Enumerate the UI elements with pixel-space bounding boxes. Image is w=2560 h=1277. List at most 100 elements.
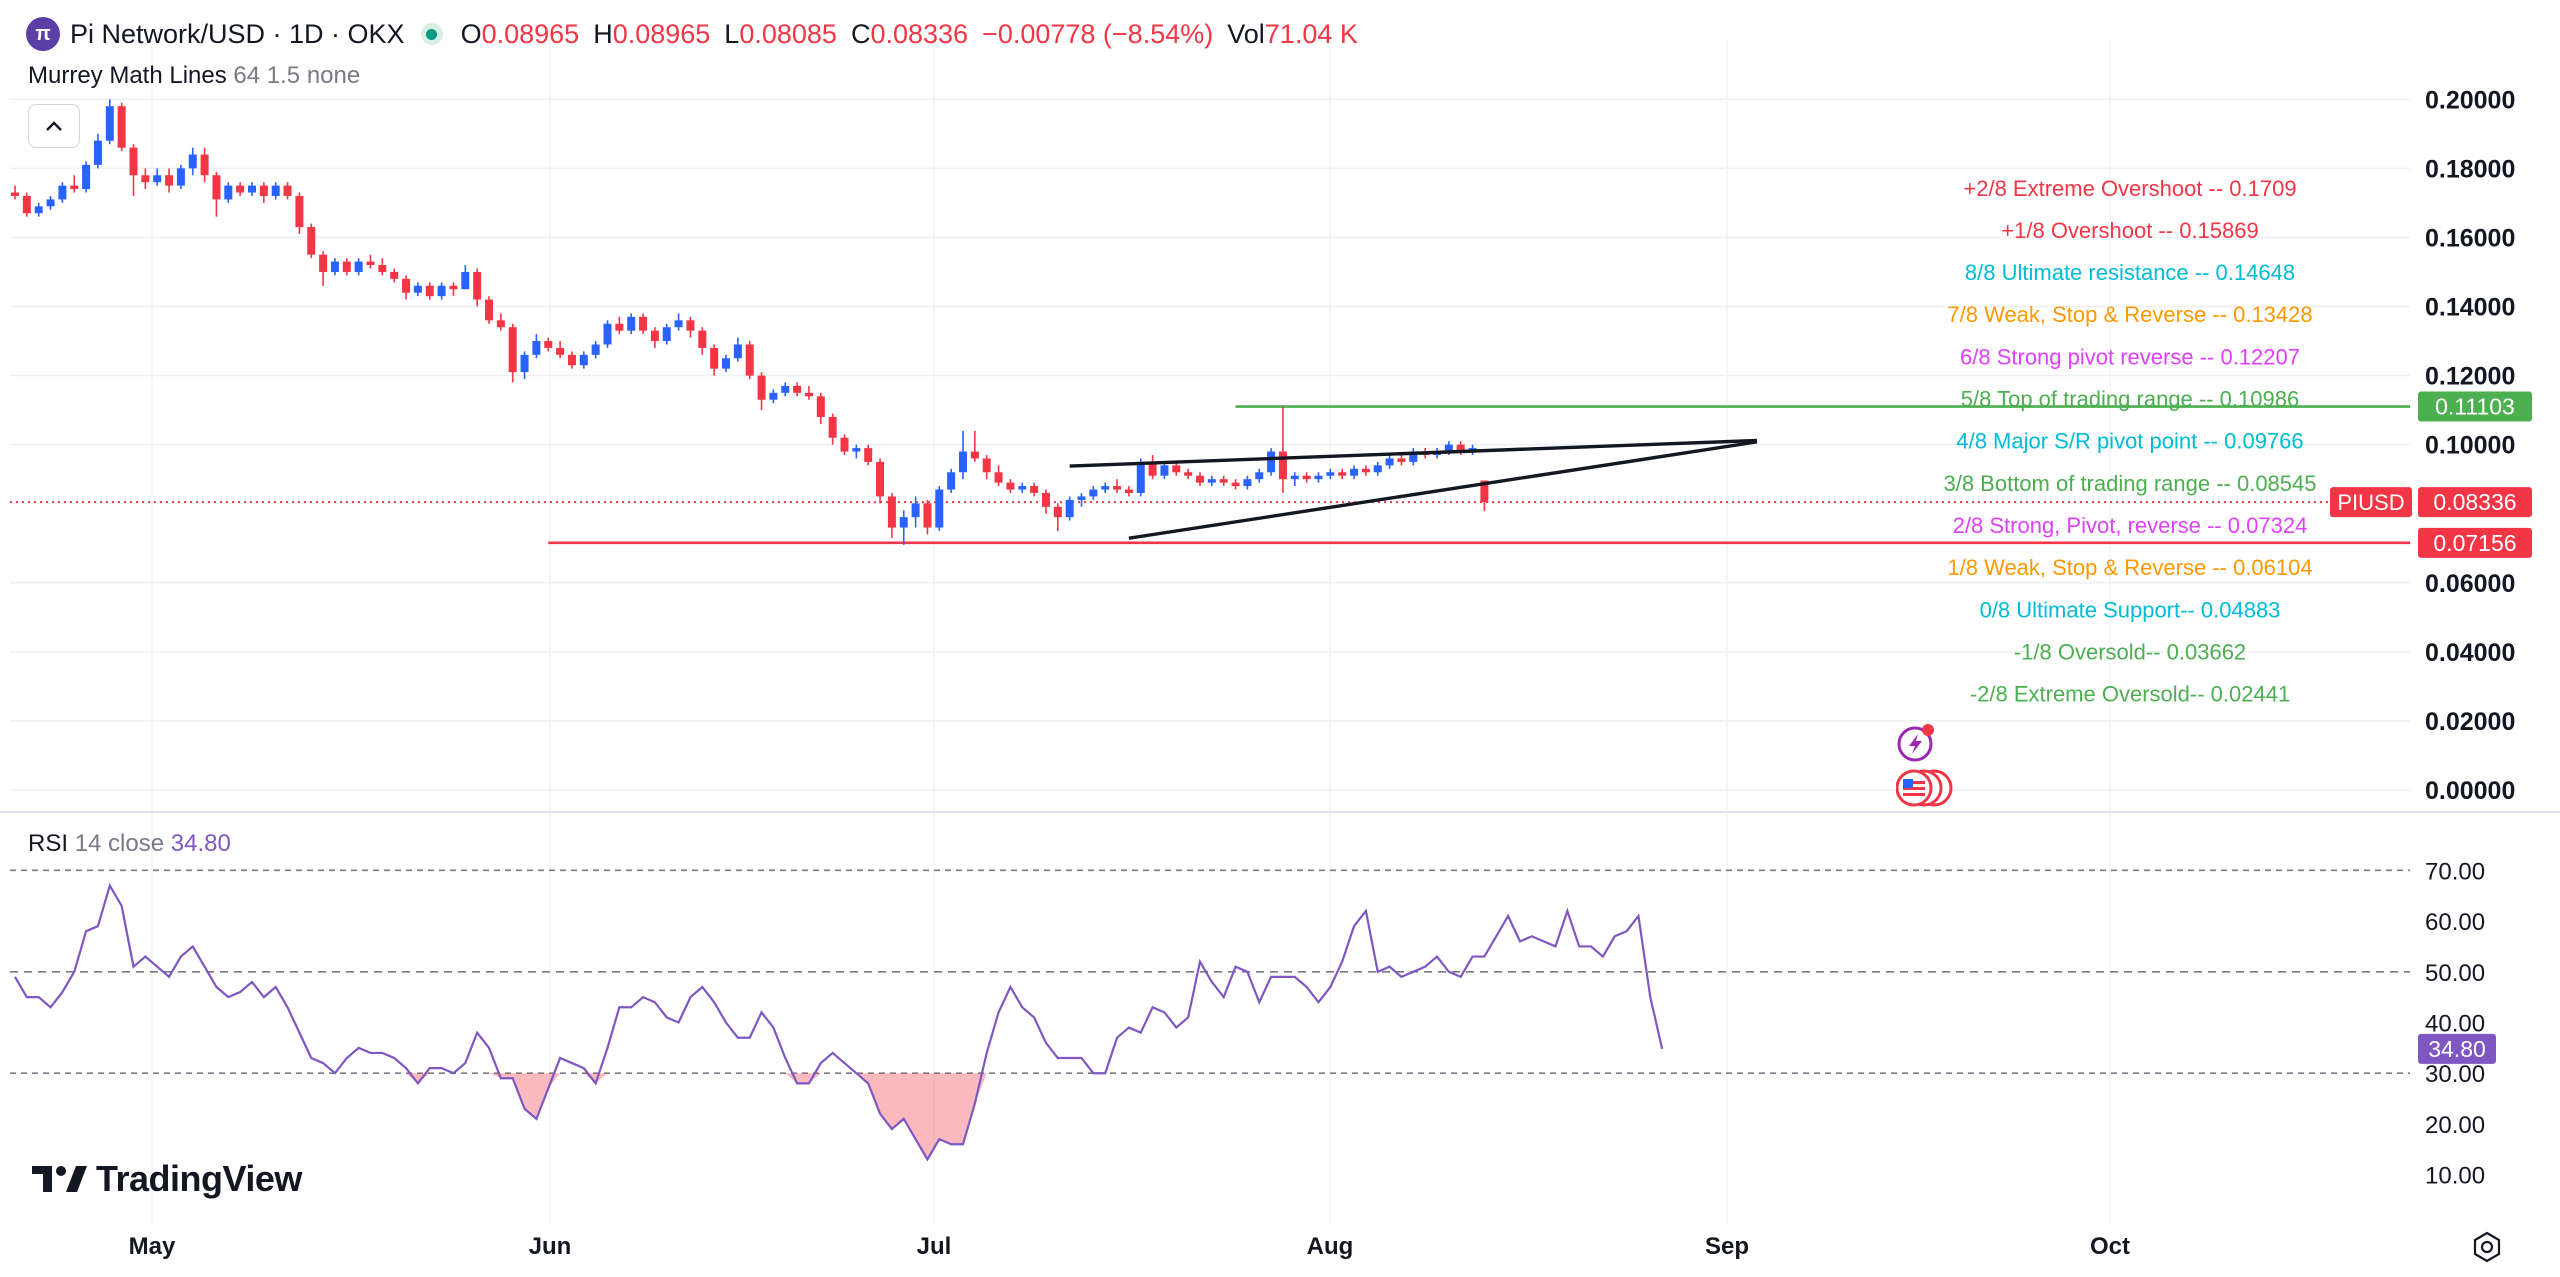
candle-body [935,489,944,528]
candle-body [1243,479,1252,487]
grid [0,40,2560,1225]
candle-body [887,496,896,528]
murrey-level-label: 0/8 Ultimate Support-- 0.04883 [1980,597,2281,622]
candle-body [1444,444,1453,452]
trendline [1069,438,1758,468]
candle-body [899,517,908,528]
candle-body [1231,482,1240,487]
rsi-name: RSI [28,830,69,857]
market-status-icon[interactable] [420,23,443,45]
price-lines [10,405,2410,545]
murrey-level-label: 8/8 Ultimate resistance -- 0.14648 [1965,260,2295,285]
murrey-level-label: 7/8 Weak, Stop & Reverse -- 0.13428 [1947,302,2312,327]
price-badge-value: 0.08336 [2433,489,2516,515]
candle-body [354,261,363,272]
candle-body [1290,475,1299,480]
tradingview-brand: TradingView [96,1158,302,1199]
candle-body [188,154,197,169]
candle-body [757,375,766,400]
indicator-legend[interactable]: Murrey Math Lines 64 1.5 none [28,62,360,90]
candle-body [319,254,328,272]
candle-body [816,396,825,418]
time-axis-label: Aug [1307,1233,1354,1260]
candle-body [342,261,351,272]
rsi-axis-label: 20.00 [2425,1112,2485,1139]
candle-body [840,437,849,452]
candle-body [1255,472,1264,480]
rsi-axis-label: 40.00 [2425,1011,2485,1038]
candle-body [236,185,245,193]
candle-body [425,285,434,297]
candle-body [781,385,790,393]
settings-gear-icon[interactable] [2470,1230,2504,1264]
candle-body [437,285,446,297]
candle-body [378,265,387,272]
candle-body [34,206,43,214]
trendlines[interactable] [1069,438,1758,540]
candle-body [283,185,292,196]
candle-body [413,285,422,293]
candle-body [520,354,529,373]
price-axis-label: 0.18000 [2425,155,2515,183]
symbol-badge [2330,487,2412,518]
price-axis-label: 0.10000 [2425,432,2515,460]
rsi-axis-label: 30.00 [2425,1061,2485,1088]
candle-body [1207,479,1216,483]
candle-body [70,185,79,190]
price-axis-label: 0.16000 [2425,224,2515,252]
time-axis-label: Oct [2090,1233,2130,1260]
indicator-name: Murrey Math Lines [28,62,227,89]
lightning-event-icon[interactable] [1896,722,1938,764]
axes: 0.20000 0.18000 0.16000 0.14000 0.12000 0.100… [129,86,2516,1260]
candle-body [1053,506,1062,518]
candle-body [248,185,256,193]
symbol-title[interactable]: Pi Network/USD · 1D · OKX [70,18,405,49]
rsi-legend[interactable]: RSI 14 close 34.80 [28,830,231,858]
candles [11,99,1489,545]
candle-body [485,299,493,321]
us-flag-event-icon[interactable] [1896,767,1954,809]
price-badge-value: 0.07156 [2433,530,2516,556]
candle-body [165,175,174,186]
candle-body [1219,479,1228,483]
murrey-level-label: -2/8 Extreme Oversold-- 0.02441 [1970,682,2290,707]
price-axis-label: 0.20000 [2425,86,2515,114]
time-axis-label: Sep [1705,1233,1749,1260]
price-badge [2418,391,2532,422]
collapse-legend-button[interactable] [28,104,80,148]
candle-body [1302,475,1311,480]
ohlc-open: O0.08965 [460,18,580,49]
tradingview-watermark[interactable]: TradingView [32,1158,302,1200]
candle-body [864,448,873,462]
candle-body [1113,486,1122,490]
rsi-axis-label: 50.00 [2425,960,2485,987]
ohlc-change: −0.00778 (−8.54%) [982,18,1214,49]
candle-body [579,354,588,366]
candle-body [449,285,458,290]
candle-body [567,354,576,366]
candle-body [650,330,659,342]
candle-body [1136,461,1145,493]
price-badge [2418,527,2532,558]
candle-body [591,344,600,355]
candle-body [1041,492,1050,507]
murrey-level-label: 1/8 Weak, Stop & Reverse -- 0.06104 [1947,555,2312,580]
candle-body [544,341,553,348]
rsi-value: 34.80 [170,830,231,857]
price-badges: 0.11103 0.08336 PIUSD 0.07156 34.80 [2330,391,2532,1064]
candle-body [733,344,742,359]
candle-body [259,185,268,196]
candle-body [1160,465,1169,476]
candle-body [804,392,813,397]
candle-body [698,330,707,348]
candle-body [11,192,19,196]
indicator-params: 64 1.5 none [233,62,361,89]
candle-body [46,199,55,207]
candle-body [1196,475,1204,483]
symbol-header: π Pi Network/USD · 1D · OKX O0.08965 H0.… [26,14,1358,54]
candle-body [769,392,778,400]
candle-body [1030,486,1039,493]
candle-body [1172,465,1181,473]
candle-body [82,164,91,190]
